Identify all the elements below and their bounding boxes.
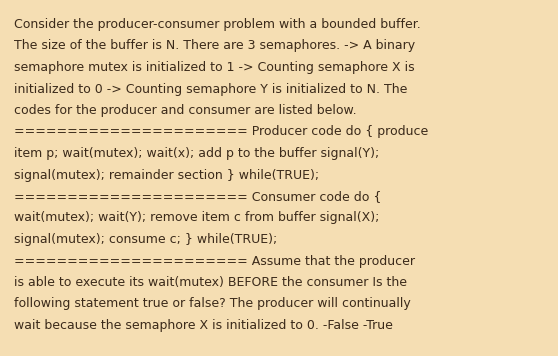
Text: wait(mutex); wait(Y); remove item c from buffer signal(X);: wait(mutex); wait(Y); remove item c from… — [14, 211, 379, 225]
Text: signal(mutex); consume c; } while(TRUE);: signal(mutex); consume c; } while(TRUE); — [14, 233, 277, 246]
Text: ====================== Consumer code do {: ====================== Consumer code do … — [14, 190, 381, 203]
Text: signal(mutex); remainder section } while(TRUE);: signal(mutex); remainder section } while… — [14, 168, 319, 182]
Text: The size of the buffer is N. There are 3 semaphores. -> A binary: The size of the buffer is N. There are 3… — [14, 40, 415, 52]
Text: item p; wait(mutex); wait(x); add p to the buffer signal(Y);: item p; wait(mutex); wait(x); add p to t… — [14, 147, 379, 160]
Text: following statement true or false? The producer will continually: following statement true or false? The p… — [14, 298, 411, 310]
Text: codes for the producer and consumer are listed below.: codes for the producer and consumer are … — [14, 104, 357, 117]
Text: ====================== Assume that the producer: ====================== Assume that the p… — [14, 255, 415, 267]
Text: is able to execute its wait(mutex) BEFORE the consumer Is the: is able to execute its wait(mutex) BEFOR… — [14, 276, 407, 289]
Text: Consider the producer-consumer problem with a bounded buffer.: Consider the producer-consumer problem w… — [14, 18, 421, 31]
Text: semaphore mutex is initialized to 1 -> Counting semaphore X is: semaphore mutex is initialized to 1 -> C… — [14, 61, 415, 74]
Text: initialized to 0 -> Counting semaphore Y is initialized to N. The: initialized to 0 -> Counting semaphore Y… — [14, 83, 407, 95]
Text: wait because the semaphore X is initialized to 0. -False -True: wait because the semaphore X is initiali… — [14, 319, 393, 332]
Text: ====================== Producer code do { produce: ====================== Producer code do … — [14, 126, 428, 138]
